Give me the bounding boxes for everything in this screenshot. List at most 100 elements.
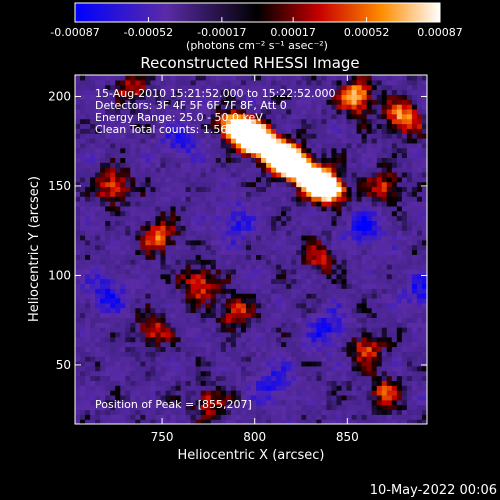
heatmap-cell [95, 215, 101, 222]
heatmap-cell [95, 133, 101, 139]
heatmap-cell [276, 375, 282, 381]
heatmap-cell [271, 201, 277, 207]
heatmap-cell [130, 302, 136, 309]
heatmap-cell [321, 225, 328, 231]
heatmap-cell [110, 331, 116, 338]
heatmap-cell [230, 365, 237, 372]
heatmap-cell [240, 414, 247, 420]
colorbar-tick-label: -0.00087 [50, 26, 99, 39]
heatmap-cell [115, 254, 121, 260]
heatmap-cell [346, 327, 353, 333]
heatmap-cell [371, 157, 378, 163]
heatmap-cell [180, 186, 187, 192]
heatmap-cell [120, 84, 126, 91]
heatmap-cell [266, 360, 272, 367]
heatmap-cell [311, 205, 317, 212]
heatmap-cell [286, 142, 292, 149]
heatmap-cell [391, 244, 398, 251]
heatmap-cell [85, 225, 91, 231]
heatmap-cell [366, 356, 373, 362]
heatmap-cell [356, 128, 363, 134]
heatmap-cell [155, 138, 162, 144]
heatmap-cell [225, 346, 232, 352]
heatmap-cell [130, 196, 136, 202]
heatmap-cell [205, 394, 212, 401]
heatmap-cell [396, 409, 403, 415]
heatmap-cell [331, 89, 338, 95]
heatmap-cell [210, 341, 217, 348]
heatmap-cell [326, 399, 333, 406]
heatmap-cell [95, 254, 101, 260]
heatmap-cell [110, 225, 116, 231]
heatmap-cell [100, 419, 106, 424]
heatmap-cell [80, 244, 86, 251]
heatmap-cell [170, 312, 177, 318]
heatmap-cell [105, 186, 111, 192]
heatmap-cell [311, 317, 317, 323]
heatmap-cell [421, 288, 427, 294]
heatmap-cell [115, 259, 121, 265]
heatmap-cell [401, 331, 408, 338]
heatmap-cell [230, 128, 237, 134]
heatmap-cell [105, 94, 111, 100]
heatmap-cell [271, 336, 277, 343]
heatmap-cell [205, 186, 212, 192]
heatmap-cell [391, 215, 398, 222]
heatmap-cell [411, 138, 418, 144]
heatmap-cell [371, 104, 378, 110]
heatmap-cell [230, 104, 237, 110]
heatmap-cell [205, 317, 212, 323]
heatmap-cell [125, 341, 131, 348]
heatmap-cell [416, 230, 423, 236]
heatmap-cell [140, 365, 146, 372]
heatmap-cell [276, 128, 282, 134]
heatmap-cell [225, 375, 232, 381]
heatmap-cell [256, 375, 262, 381]
heatmap-cell [376, 380, 383, 386]
heatmap-cell [235, 138, 242, 144]
heatmap-cell [100, 215, 106, 222]
heatmap-cell [371, 409, 378, 415]
heatmap-cell [90, 390, 96, 396]
heatmap-cell [261, 147, 267, 154]
heatmap-cell [296, 225, 302, 231]
heatmap-cell [115, 380, 121, 386]
heatmap-cell [195, 94, 202, 100]
heatmap-cell [411, 196, 418, 202]
heatmap-cell [406, 399, 413, 406]
heatmap-cell [386, 244, 393, 251]
heatmap-cell [391, 171, 398, 178]
heatmap-cell [361, 205, 368, 212]
heatmap-cell [361, 399, 368, 406]
heatmap-cell [145, 142, 152, 149]
heatmap-cell [406, 297, 413, 304]
heatmap-cell [215, 147, 222, 154]
heatmap-cell [386, 351, 393, 357]
heatmap-cell [215, 302, 222, 309]
heatmap-cell [180, 264, 187, 270]
heatmap-cell [135, 360, 141, 367]
heatmap-cell [416, 283, 423, 289]
heatmap-cell [95, 157, 101, 163]
heatmap-cell [235, 375, 242, 381]
heatmap-cell [165, 390, 172, 396]
heatmap-cell [75, 152, 81, 159]
heatmap-cell [276, 108, 282, 115]
heatmap-cell [210, 302, 217, 309]
heatmap-cell [205, 142, 212, 149]
heatmap-cell [125, 390, 131, 396]
heatmap-cell [135, 205, 141, 212]
heatmap-cell [376, 336, 383, 343]
heatmap-cell [351, 244, 358, 251]
heatmap-cell [346, 215, 353, 222]
heatmap-cell [210, 346, 217, 352]
heatmap-cell [85, 167, 91, 173]
heatmap-cell [276, 225, 282, 231]
heatmap-cell [396, 394, 403, 401]
heatmap-cell [155, 118, 162, 125]
heatmap-cell [281, 94, 287, 100]
heatmap-cell [220, 327, 227, 333]
heatmap-cell [421, 268, 427, 275]
heatmap-cell [95, 385, 101, 391]
heatmap-cell [401, 186, 408, 192]
